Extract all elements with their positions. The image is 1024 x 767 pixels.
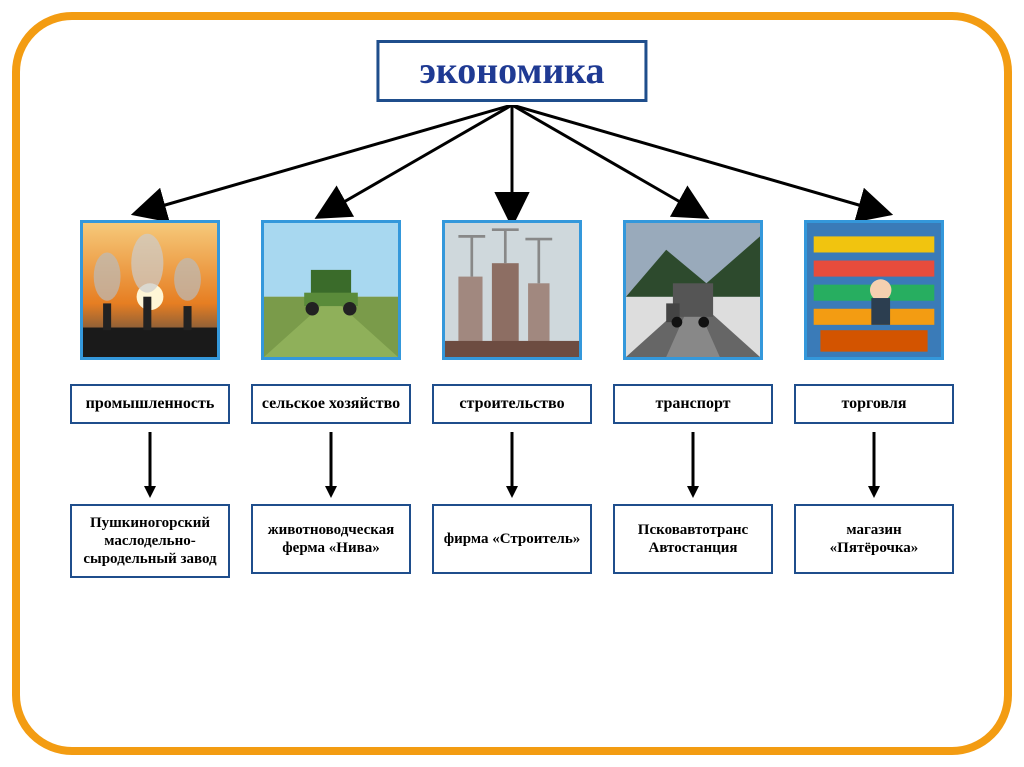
trade-label: торговля (794, 384, 954, 424)
trade-image (804, 220, 944, 360)
rounded-frame: экономика (12, 12, 1012, 755)
construction-label: строительство (432, 384, 592, 424)
agriculture-example: животноводческая ферма «Нива» (251, 504, 411, 574)
industry-image (80, 220, 220, 360)
sector-industry: промышленность Пушкиногорский маслодельн… (70, 220, 230, 578)
industry-example: Пушкиногорский маслодельно-сыродельный з… (70, 504, 230, 578)
arrow-down (70, 424, 230, 504)
arrow-down (794, 424, 954, 504)
agriculture-image (261, 220, 401, 360)
sector-construction: строительство фирма «Строитель» (432, 220, 592, 578)
transport-example: Псковавтотранс Автостанция (613, 504, 773, 574)
title-text: экономика (419, 50, 604, 92)
agriculture-label: сельское хозяйство (251, 384, 411, 424)
arrow-down (251, 424, 411, 504)
arrow-down (613, 424, 773, 504)
sectors-row: промышленность Пушкиногорский маслодельн… (70, 220, 954, 578)
transport-label: транспорт (613, 384, 773, 424)
sector-trade: торговля магазин «Пятёрочка» (794, 220, 954, 578)
industry-label: промышленность (70, 384, 230, 424)
construction-example: фирма «Строитель» (432, 504, 592, 574)
arrow-down (432, 424, 592, 504)
trade-example: магазин «Пятёрочка» (794, 504, 954, 574)
sector-transport: транспорт Псковавтотранс Автостанция (613, 220, 773, 578)
transport-image (623, 220, 763, 360)
construction-image (442, 220, 582, 360)
title-box: экономика (376, 40, 647, 102)
sector-agriculture: сельское хозяйство животноводческая ферм… (251, 220, 411, 578)
top-arrows (20, 105, 1004, 220)
diagram-content: экономика (20, 20, 1004, 747)
